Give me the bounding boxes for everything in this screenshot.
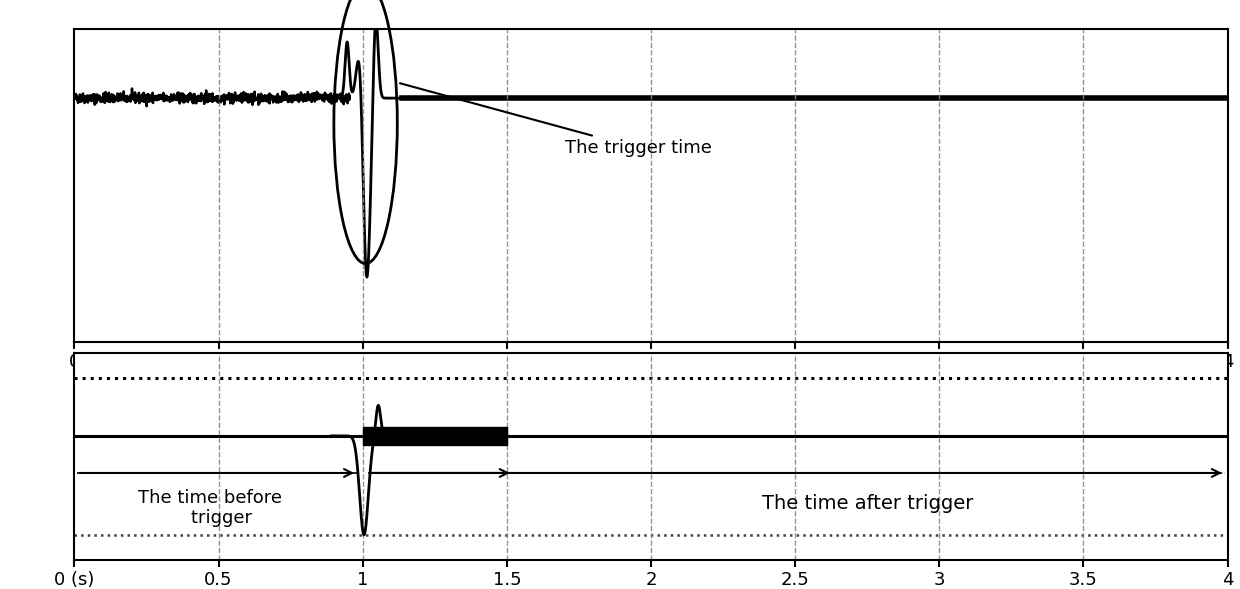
Text: The time before
    trigger: The time before trigger bbox=[138, 489, 281, 527]
Text: The time after trigger: The time after trigger bbox=[761, 494, 973, 514]
Text: The trigger time: The trigger time bbox=[401, 83, 712, 157]
Bar bbox=[362, 426, 507, 445]
